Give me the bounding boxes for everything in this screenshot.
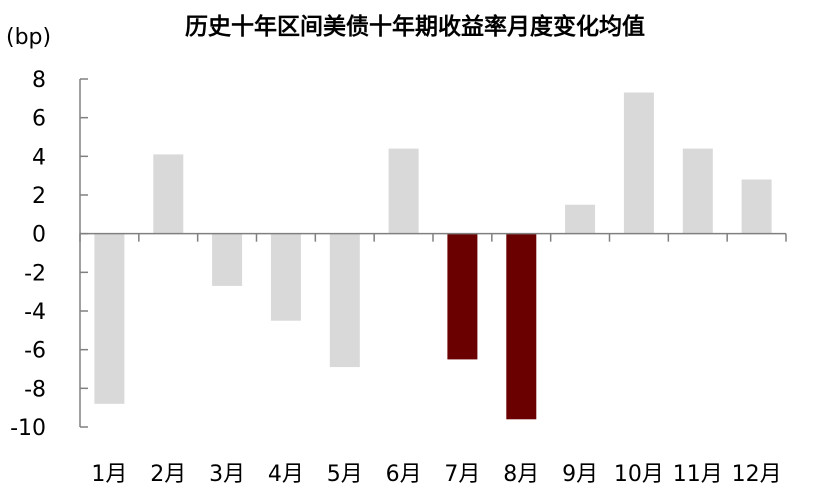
bar-3 xyxy=(212,233,243,286)
bar-2 xyxy=(153,154,184,234)
bar-10 xyxy=(623,92,654,234)
x-tick-label: 9月 xyxy=(562,462,598,487)
bar-8 xyxy=(506,233,537,420)
x-tick-label: 10月 xyxy=(614,462,664,487)
bar-6 xyxy=(388,148,419,234)
y-tick-label: -8 xyxy=(24,377,46,402)
y-tick-label: -4 xyxy=(24,300,46,325)
bar-9 xyxy=(565,204,596,234)
y-axis-unit: (bp) xyxy=(6,25,51,50)
axes-group xyxy=(79,78,787,428)
bars-group xyxy=(94,92,772,420)
x-tick-label: 6月 xyxy=(386,462,422,487)
bar-1 xyxy=(94,233,125,404)
x-tick-label: 2月 xyxy=(150,462,186,487)
bar-12 xyxy=(741,179,772,234)
bar-5 xyxy=(329,233,360,368)
x-tick-label: 1月 xyxy=(91,462,127,487)
y-tick-label: 4 xyxy=(32,145,46,170)
y-tick-label: 8 xyxy=(32,68,46,93)
chart-title: 历史十年区间美债十年期收益率月度变化均值 xyxy=(185,13,645,40)
y-tick-label: -2 xyxy=(24,261,46,286)
y-tick-label: 6 xyxy=(32,107,46,132)
x-tick-labels: 1月 2月 3月 4月 5月 6月 7月 8月 9月 10月 11月 12月 xyxy=(91,462,781,487)
y-tick-label: 2 xyxy=(32,184,46,209)
y-tick-label: -6 xyxy=(24,339,46,364)
y-tick-label: -10 xyxy=(10,416,46,441)
x-tick-label: 5月 xyxy=(327,462,363,487)
x-tick-label: 12月 xyxy=(732,462,782,487)
x-tick-label: 4月 xyxy=(268,462,304,487)
x-tick-label: 8月 xyxy=(503,462,539,487)
x-tick-label: 3月 xyxy=(209,462,245,487)
bar-4 xyxy=(270,233,301,321)
y-tick-label: 0 xyxy=(32,223,46,248)
bar-7 xyxy=(447,233,478,360)
x-tick-label: 7月 xyxy=(444,462,480,487)
x-tick-label: 11月 xyxy=(673,462,723,487)
y-tick-labels: 8 6 4 2 0 -2 -4 -6 -8 -10 xyxy=(10,68,46,441)
bar-11 xyxy=(682,148,713,234)
